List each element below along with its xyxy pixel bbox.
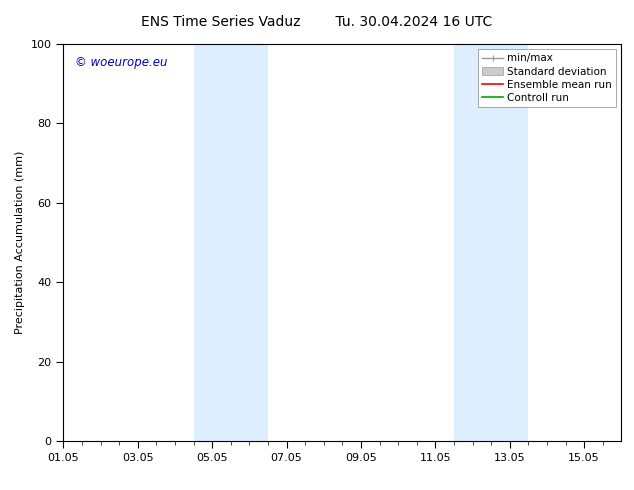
Y-axis label: Precipitation Accumulation (mm): Precipitation Accumulation (mm) — [15, 151, 25, 334]
Bar — [454, 44, 491, 441]
Bar — [193, 44, 231, 441]
Text: © woeurope.eu: © woeurope.eu — [75, 56, 167, 69]
Legend: min/max, Standard deviation, Ensemble mean run, Controll run: min/max, Standard deviation, Ensemble me… — [478, 49, 616, 107]
Bar — [491, 44, 528, 441]
Text: ENS Time Series Vaduz        Tu. 30.04.2024 16 UTC: ENS Time Series Vaduz Tu. 30.04.2024 16 … — [141, 15, 493, 29]
Bar — [231, 44, 268, 441]
